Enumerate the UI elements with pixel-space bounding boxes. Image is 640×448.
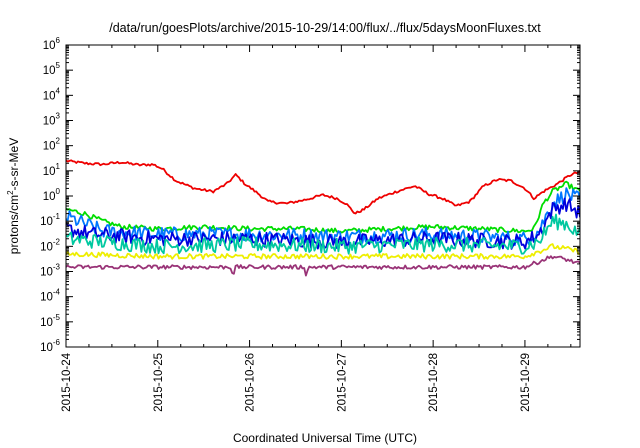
y-tick-label: 105 [43,61,61,77]
series-line-2 [66,187,580,247]
x-tick-label: 2015-10-25 [153,353,165,412]
x-tick-label: 2015-10-26 [245,353,257,412]
series-layer [66,159,580,277]
x-tick-label: 2015-10-29 [520,353,532,412]
y-tick-label: 101 [43,162,61,178]
x-axis-label: Coordinated Universal Time (UTC) [233,431,417,445]
y-tick-label: 103 [43,112,61,128]
x-tick-label: 2015-10-24 [61,352,73,411]
y-tick-label: 106 [43,36,61,52]
y-tick-label: 10-1 [40,212,60,228]
series-line-0 [66,159,580,215]
y-tick-label: 100 [43,187,61,203]
y-tick-label: 10-4 [40,288,60,304]
x-axis-ticks: 2015-10-24 2015-10-25 2015-10-26 2015-10-27… [61,45,572,412]
x-tick-label: 2015-10-28 [428,353,440,412]
y-tick-label: 10-6 [40,338,60,354]
x-tick-label: 2015-10-27 [336,353,348,412]
series-line-5 [66,243,580,260]
chart-title: /data/run/goesPlots/archive/2015-10-29/1… [109,21,541,35]
plot-frame [65,44,581,348]
y-tick-label: 10-3 [40,263,60,279]
y-tick-label: 10-5 [40,313,60,329]
y-tick-label: 10-2 [40,237,60,253]
y-axis-ticks: 10-6 10-5 10-4 10-3 10-2 10-1 100 101 102 103 104 1… [40,36,580,354]
y-tick-label: 104 [43,86,61,102]
series-line-1 [66,180,580,234]
series-line-6 [66,255,580,277]
y-axis-label: protons/cm2-s-sr-MeV [6,138,21,254]
y-tick-label: 102 [43,137,61,153]
plot-area: 10-6 10-5 10-4 10-3 10-2 10-1 100 101 102 103 104 1… [40,36,581,412]
series-line-4 [66,213,580,255]
